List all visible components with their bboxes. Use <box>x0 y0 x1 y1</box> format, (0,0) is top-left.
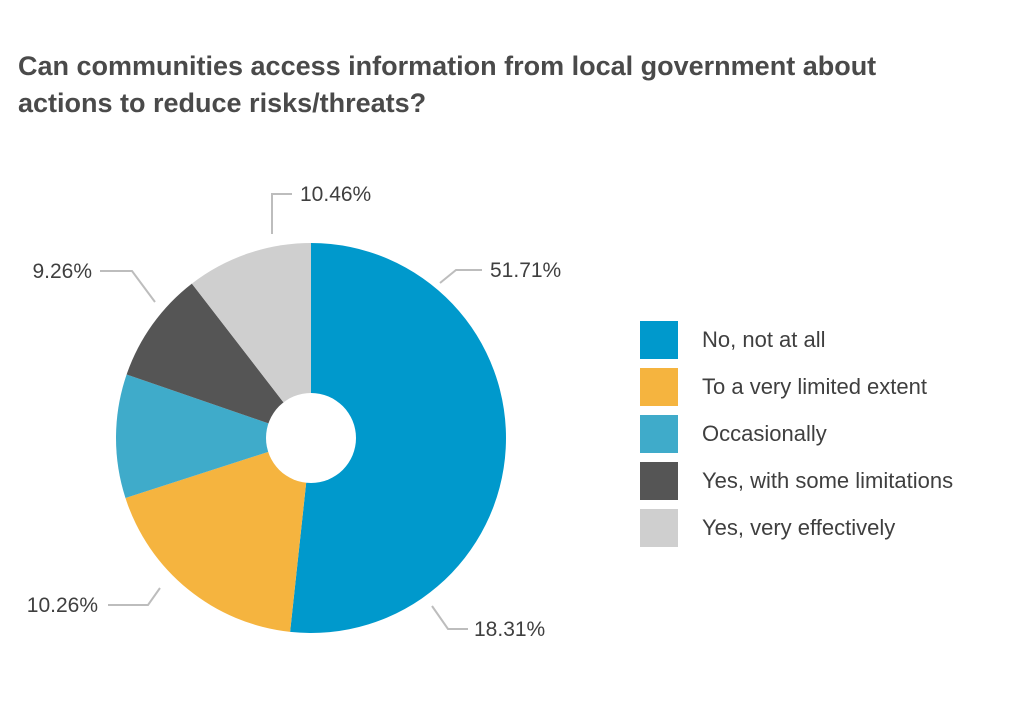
pie-slice-very-limited-extent <box>125 438 311 632</box>
legend-label: To a very limited extent <box>702 374 927 399</box>
legend-item-very-limited-extent: To a very limited extent <box>640 368 1010 406</box>
legend-item-occasionally: Occasionally <box>640 415 1010 453</box>
label-very-effectively: 10.46% <box>300 183 371 206</box>
legend: No, not at all To a very limited extent … <box>640 321 1010 557</box>
legend-item-no-not-at-all: No, not at all <box>640 321 1010 359</box>
donut-hole <box>266 393 356 483</box>
legend-label: Yes, with some limitations <box>702 468 954 493</box>
pie-slice-some-limitations <box>126 283 311 438</box>
pie-chart: 51.71% 18.31% 10.26% 9.26% 10.46% <box>27 183 561 641</box>
chart-title: Can communities access information from … <box>18 51 877 118</box>
label-no-not-at-all: 51.71% <box>490 259 561 282</box>
legend-item-very-effectively: Yes, very effectively <box>640 509 1010 547</box>
legend-label: No, not at all <box>702 327 826 352</box>
callout-line <box>431 605 468 630</box>
callout-line <box>271 193 292 234</box>
legend-swatch <box>640 368 678 406</box>
legend-label: Yes, very effectively <box>702 515 896 540</box>
pie-slice-occasionally <box>115 374 311 499</box>
data-labels: 51.71% 18.31% 10.26% 9.26% 10.46% <box>27 183 561 641</box>
callout-line <box>100 270 156 303</box>
legend-item-some-limitations: Yes, with some limitations <box>640 462 1010 500</box>
label-very-limited-extent: 18.31% <box>474 618 545 641</box>
legend-swatch <box>640 462 678 500</box>
legend-swatch <box>640 415 678 453</box>
label-occasionally: 10.26% <box>27 594 98 617</box>
legend-label: Occasionally <box>702 421 827 446</box>
callout-line <box>439 269 482 284</box>
label-some-limitations: 9.26% <box>32 260 92 283</box>
pie-slice-no-not-at-all <box>290 243 506 633</box>
legend-swatch <box>640 509 678 547</box>
pie-slice-very-effectively <box>191 243 311 438</box>
callout-line <box>108 587 161 606</box>
pie-slices <box>115 243 506 633</box>
callout-lines <box>100 193 482 630</box>
legend-swatch <box>640 321 678 359</box>
